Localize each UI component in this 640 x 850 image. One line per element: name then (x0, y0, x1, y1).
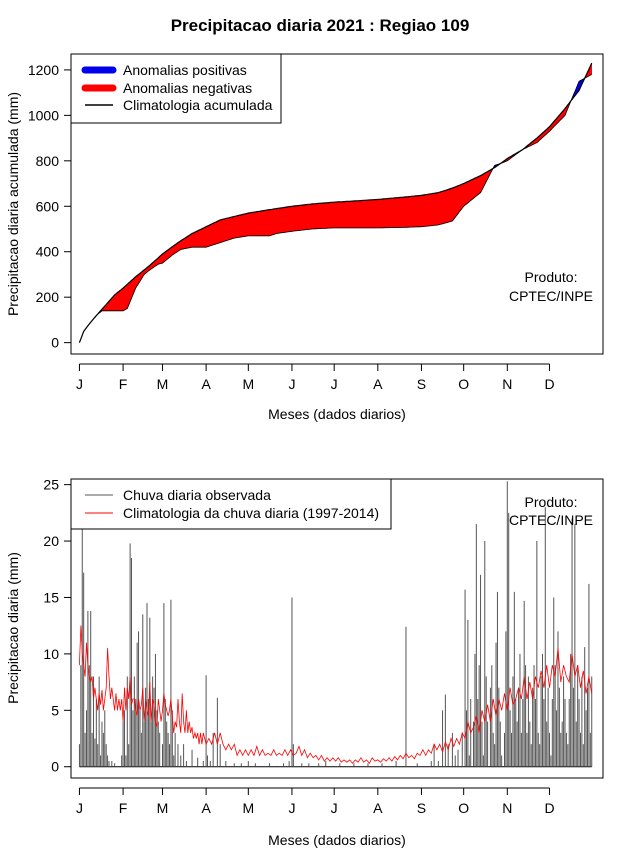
daily-x-axis-label: Meses (dados diarios) (268, 832, 406, 848)
negative-anomaly-area (522, 100, 571, 150)
daily-y-axis-label: Precipitacao diaria (mm) (5, 552, 21, 704)
accumulated-y-axis-label: Precipitacao diaria acumulada (mm) (5, 92, 21, 316)
daily-x-tick-label: J (76, 800, 83, 816)
daily-y-tick-label: 25 (43, 477, 59, 493)
accumulated-x-tick-label: J (76, 376, 83, 392)
legend-label-negative: Anomalias negativas (123, 80, 252, 96)
daily-legend: Chuva diaria observada Climatologia da c… (70, 478, 392, 530)
daily-x-tick-label: J (288, 800, 295, 816)
accumulated-annotation-line-1: Produto: (525, 269, 578, 285)
accumulated-y-tick-label: 400 (36, 244, 60, 260)
daily-x-tick-label: J (331, 800, 338, 816)
daily-marks (78, 481, 593, 768)
daily-x-tick-label: M (157, 800, 169, 816)
accumulated-x-tick-label: O (458, 376, 469, 392)
accumulated-y-tick-label: 1200 (28, 62, 59, 78)
negative-anomaly-area (96, 168, 493, 317)
chart-title: Precipitacao diaria 2021 : Regiao 109 (170, 16, 470, 35)
accumulated-x-tick-label: D (544, 376, 554, 392)
daily-y-axis: 0 5 10 15 20 25 (43, 477, 72, 775)
daily-x-tick-label: A (201, 800, 211, 816)
accumulated-y-axis: 0 200 400 600 800 1000 1200 (28, 62, 72, 351)
daily-x-tick-label: S (417, 800, 426, 816)
daily-y-tick-label: 20 (43, 533, 59, 549)
daily-x-tick-label: M (242, 800, 254, 816)
accumulated-y-tick-label: 1000 (28, 107, 59, 123)
accumulated-x-tick-label: M (242, 376, 254, 392)
accumulated-x-tick-label: S (417, 376, 426, 392)
accumulated-annotation-line-2: CPTEC/INPE (509, 288, 593, 304)
daily-y-tick-label: 5 (51, 702, 59, 718)
accumulated-marks (78, 62, 593, 343)
accumulated-y-tick-label: 800 (36, 153, 60, 169)
accumulated-x-tick-label: A (201, 376, 211, 392)
daily-x-tick-label: D (544, 800, 554, 816)
climatology-accumulated-line (78, 62, 593, 343)
daily-y-tick-label: 0 (51, 759, 59, 775)
accumulated-x-tick-label: N (502, 376, 512, 392)
legend-label-positive: Anomalias positivas (123, 62, 247, 78)
daily-x-tick-label: F (119, 800, 128, 816)
daily-x-tick-label: N (502, 800, 512, 816)
daily-panel: 0 5 10 15 20 25 J F M A M J J A S O N D Precipitacao dia… (5, 477, 604, 848)
daily-legend-box (70, 478, 392, 530)
daily-x-tick-label: O (458, 800, 469, 816)
accumulated-panel: 0 200 400 600 800 1000 1200 J F M A M J J A S O N D Preci… (5, 53, 604, 422)
accumulated-x-tick-label: J (288, 376, 295, 392)
legend-label-daily-climatology: Climatologia da chuva diaria (1997-2014) (123, 505, 379, 521)
daily-annotation-line-2: CPTEC/INPE (509, 512, 593, 528)
accumulated-x-axis-label: Meses (dados diarios) (268, 406, 406, 422)
accumulated-x-tick-label: M (157, 376, 169, 392)
accumulated-legend: Anomalias positivas Anomalias negativas … (70, 53, 282, 124)
accumulated-y-tick-label: 0 (51, 335, 59, 351)
accumulated-x-tick-label: A (373, 376, 383, 392)
daily-climatology-line (79, 625, 593, 765)
daily-y-tick-label: 15 (43, 589, 59, 605)
daily-annotation-line-1: Produto: (525, 494, 578, 510)
daily-y-tick-label: 10 (43, 646, 59, 662)
accumulated-x-tick-label: J (331, 376, 338, 392)
daily-x-tick-label: A (373, 800, 383, 816)
legend-label-climatology: Climatologia acumulada (123, 97, 273, 113)
accumulated-y-tick-label: 600 (36, 198, 60, 214)
accumulated-x-tick-label: F (119, 376, 128, 392)
observed-accumulated-line (79, 74, 592, 343)
legend-label-observed: Chuva diaria observada (123, 487, 271, 503)
accumulated-y-tick-label: 200 (36, 289, 60, 305)
